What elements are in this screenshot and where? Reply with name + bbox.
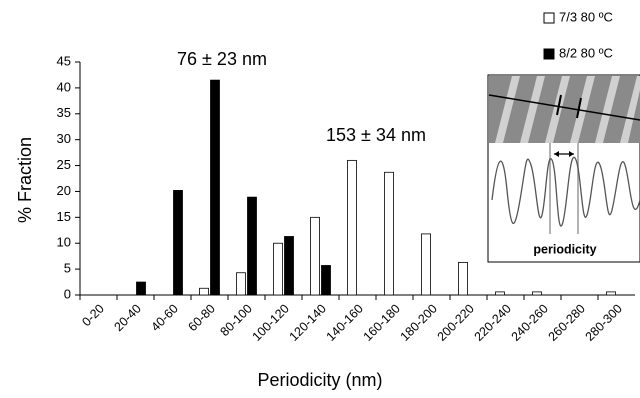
- annotation: 76 ± 23 nm: [177, 49, 267, 69]
- x-tick-label: 140-160: [324, 302, 366, 344]
- x-tick-label: 100-120: [250, 302, 292, 344]
- bar: [274, 243, 283, 295]
- inset: periodicity: [488, 75, 640, 262]
- y-tick-label: 40: [57, 79, 71, 94]
- legend-swatch: [544, 49, 554, 59]
- y-tick-label: 15: [57, 209, 71, 224]
- x-tick-label: 60-80: [185, 302, 218, 335]
- bar: [348, 160, 357, 295]
- bar: [237, 273, 246, 295]
- y-axis-label: % Fraction: [15, 137, 35, 223]
- bar: [422, 234, 431, 295]
- legend-swatch: [544, 13, 554, 23]
- y-tick-label: 35: [57, 105, 71, 120]
- x-tick-label: 160-180: [361, 302, 403, 344]
- x-axis-label: Periodicity (nm): [257, 370, 382, 390]
- y-tick-label: 45: [57, 53, 71, 68]
- bar: [385, 172, 394, 295]
- x-tick-label: 0-20: [79, 302, 107, 330]
- bar: [496, 292, 505, 295]
- bar: [174, 190, 183, 295]
- annotation: 153 ± 34 nm: [326, 125, 426, 145]
- bar: [285, 236, 294, 295]
- chart: periodicity Periodicity (nm) % Fraction …: [0, 0, 640, 393]
- bar: [322, 265, 331, 295]
- bar: [533, 292, 542, 295]
- y-tick-label: 30: [57, 131, 71, 146]
- bar: [200, 288, 209, 295]
- y-tick-label: 25: [57, 157, 71, 172]
- y-tick-label: 20: [57, 183, 71, 198]
- x-tick-label: 240-260: [509, 302, 551, 344]
- x-tick-label: 280-300: [583, 302, 625, 344]
- bar: [211, 80, 220, 295]
- bar: [137, 282, 146, 295]
- x-tick-label: 260-280: [546, 302, 588, 344]
- y-tick-label: 0: [64, 286, 71, 301]
- bar: [311, 217, 320, 295]
- x-tick-label: 20-40: [111, 302, 144, 335]
- y-tick-label: 5: [64, 261, 71, 276]
- x-tick-label: 120-140: [287, 302, 329, 344]
- legend-label: 8/2 80 ºC: [559, 45, 613, 60]
- inset-label: periodicity: [533, 242, 596, 256]
- x-tick-label: 180-200: [398, 302, 440, 344]
- x-tick-label: 200-220: [435, 302, 477, 344]
- x-tick-label: 220-240: [472, 302, 514, 344]
- legend-label: 7/3 80 ºC: [559, 9, 613, 24]
- bar: [607, 292, 616, 295]
- bar: [248, 197, 257, 295]
- y-tick-label: 10: [57, 235, 71, 250]
- x-tick-label: 40-60: [148, 302, 181, 335]
- bar: [459, 262, 468, 295]
